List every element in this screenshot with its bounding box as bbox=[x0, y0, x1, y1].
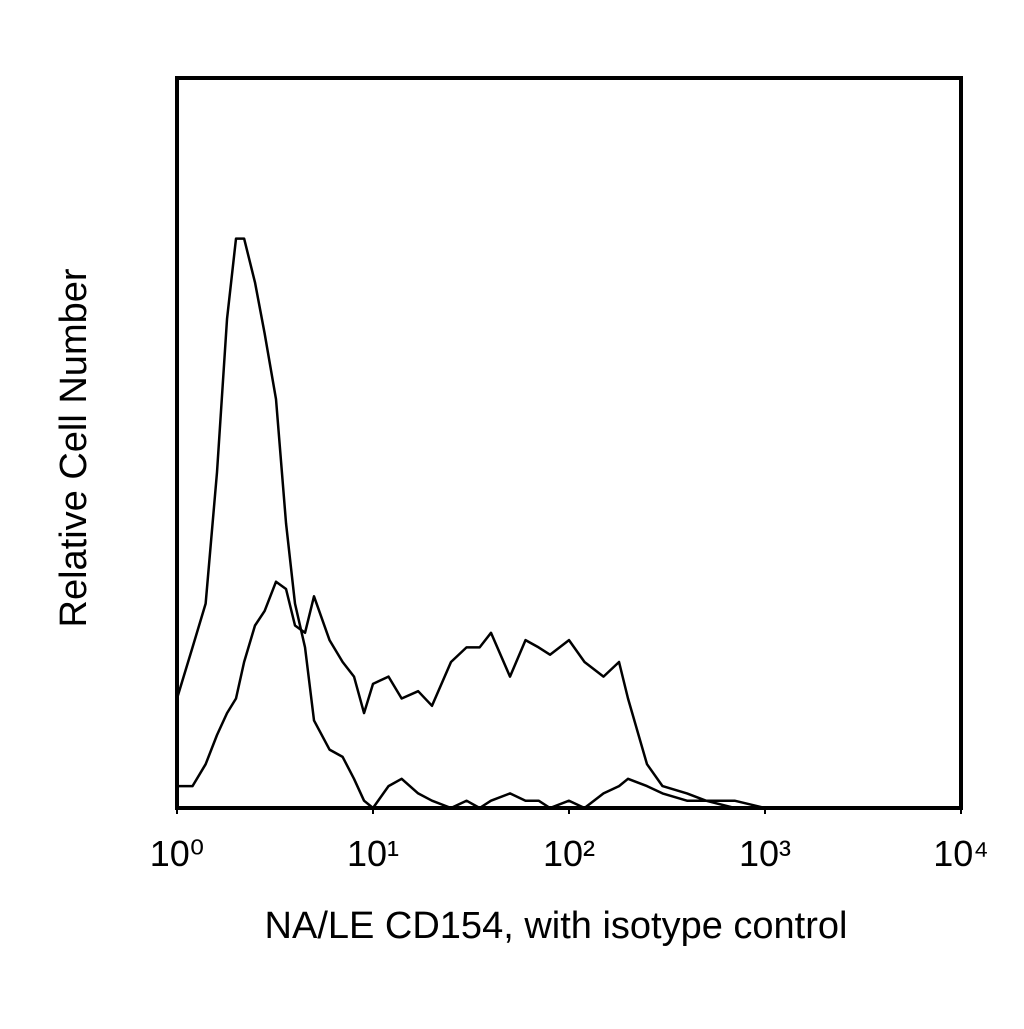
histogram-line bbox=[175, 237, 765, 810]
x-tick-label: 10² bbox=[543, 833, 595, 874]
x-tick-label: 10¹ bbox=[347, 833, 399, 874]
x-tick-label: 10³ bbox=[739, 833, 791, 874]
y-axis-label: Relative Cell Number bbox=[53, 268, 95, 627]
x-tick-label: 10⁰ bbox=[150, 833, 204, 874]
histogram-line bbox=[177, 580, 766, 810]
plot-frame bbox=[175, 76, 963, 810]
x-axis-label: NA/LE CD154, with isotype control bbox=[265, 905, 848, 947]
x-tick-label: 10⁴ bbox=[933, 833, 989, 874]
